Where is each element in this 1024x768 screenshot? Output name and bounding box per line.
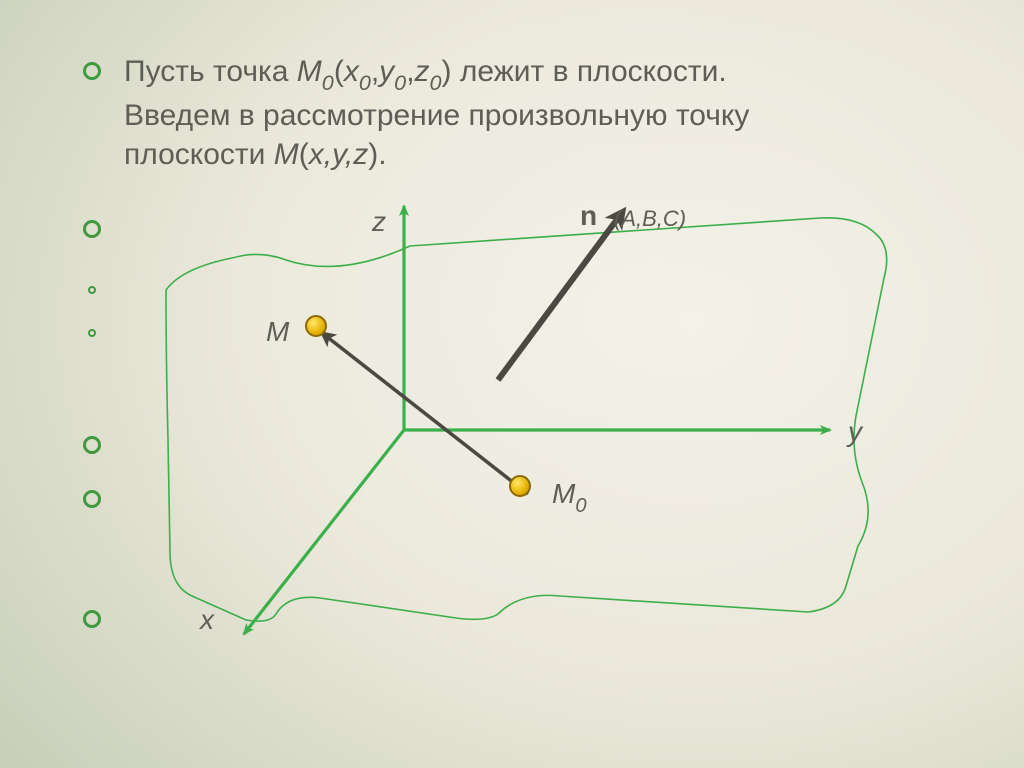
point-m0 [509, 475, 531, 497]
plane-outline [166, 218, 887, 621]
axis-x [244, 430, 404, 634]
diagram-svg [0, 0, 1024, 768]
label-n-paren: (A,B,C) [614, 206, 686, 232]
label-x: x [200, 604, 214, 636]
label-m: M [266, 316, 289, 348]
label-n: n [580, 200, 597, 232]
vector-m0m [326, 336, 528, 494]
point-m [305, 315, 327, 337]
slide: Пусть точка M0(x0,y0,z0) лежит в плоскос… [0, 0, 1024, 768]
label-y: y [848, 416, 862, 448]
vector-n [498, 218, 618, 380]
label-m0: M0 [552, 478, 587, 516]
label-z: z [372, 206, 386, 238]
